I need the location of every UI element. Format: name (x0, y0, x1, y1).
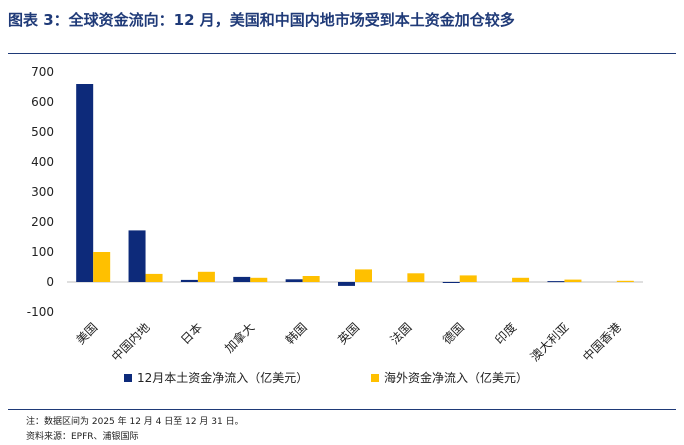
bar-series-2 (564, 279, 582, 282)
bar-series-2 (197, 271, 215, 282)
bar-series-2 (250, 277, 268, 282)
bar-series-1 (76, 84, 94, 282)
category-label: 印度 (492, 320, 520, 348)
bar-series-1 (233, 276, 251, 282)
bar-series-1 (338, 282, 355, 286)
bar-series-2 (459, 275, 477, 282)
category-label: 日本 (178, 320, 205, 347)
bar-series-1 (285, 279, 303, 282)
legend-swatch-1 (124, 374, 132, 382)
category-label: 加拿大 (221, 320, 257, 356)
title-divider (8, 53, 676, 54)
footnote: 注：数据区间为 2025 年 12 月 4 日至 12 月 31 日。 (26, 417, 244, 427)
bar-series-1 (128, 230, 146, 282)
category-label: 英国 (335, 320, 362, 347)
category-label: 韩国 (282, 320, 310, 348)
legend-label-2: 海外资金净流入（亿美元） (384, 370, 528, 385)
source-note: 资料来源：EPFR、浦银国际 (26, 432, 139, 442)
bar-series-1 (180, 279, 198, 282)
y-tick-label: 400 (31, 155, 54, 169)
legend-label-1: 12月本土资金净流入（亿美元） (137, 370, 308, 385)
footer-divider (8, 409, 676, 410)
bar-series-2 (616, 280, 634, 282)
y-tick-label: 600 (31, 95, 54, 109)
category-label: 德国 (439, 320, 467, 348)
category-label: 法国 (388, 320, 415, 347)
bar-series-1 (442, 282, 460, 283)
category-label: 澳大利亚 (528, 320, 572, 364)
category-label: 中国香港 (579, 320, 624, 365)
bar-series-2 (93, 252, 111, 282)
chart-title: 图表 3：全球资金流向：12 月，美国和中国内地市场受到本土资金加仓较多 (8, 11, 515, 29)
y-tick-label: 500 (31, 125, 54, 139)
y-tick-label: 200 (31, 215, 54, 229)
bar-series-2 (355, 269, 372, 282)
y-tick-label: 300 (31, 185, 54, 199)
y-tick-label: 0 (46, 275, 54, 289)
legend-swatch-2 (371, 374, 379, 382)
bar-series-1 (547, 281, 565, 283)
bar-series-2 (407, 273, 425, 282)
bar-series-2 (145, 273, 163, 282)
y-tick-label: 700 (31, 65, 54, 79)
bar-series-2 (512, 277, 530, 282)
y-tick-label: -100 (27, 305, 54, 319)
category-label: 美国 (73, 320, 100, 347)
y-tick-label: 100 (31, 245, 54, 259)
category-label: 中国内地 (108, 320, 153, 365)
bar-series-2 (302, 276, 320, 282)
